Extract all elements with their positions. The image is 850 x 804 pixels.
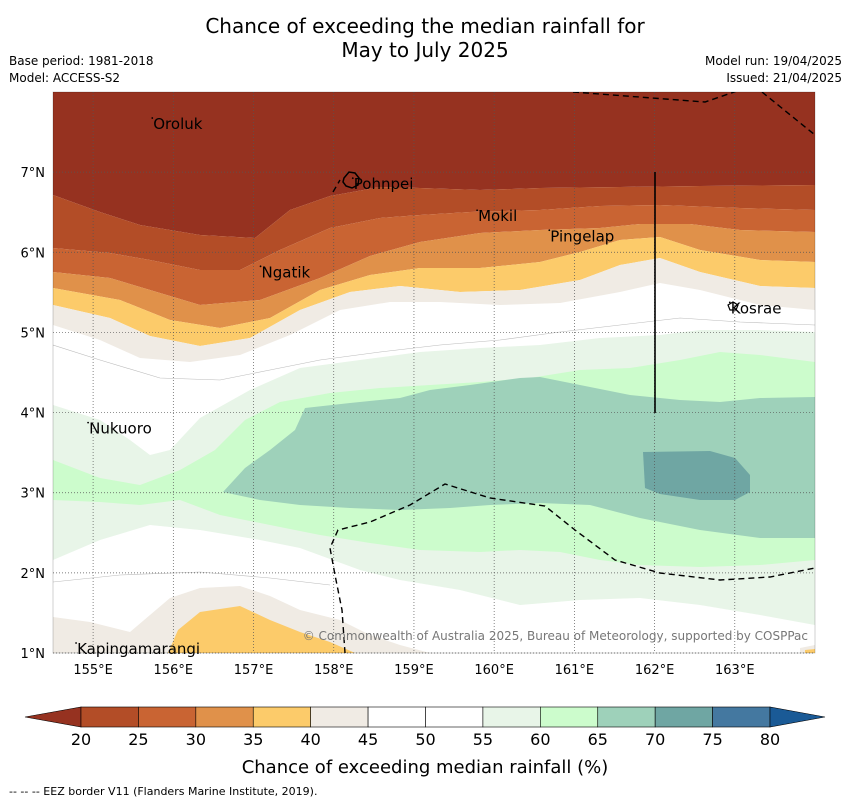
place-marker bbox=[351, 177, 354, 180]
x-tick-label: 163°E bbox=[715, 663, 755, 678]
colorbar-label: Chance of exceeding median rainfall (%) bbox=[242, 757, 609, 778]
colorbar-segment bbox=[597, 706, 656, 728]
place-label: Nukuoro bbox=[89, 420, 152, 438]
y-tick-label: 4°N bbox=[21, 407, 46, 422]
x-tick-label: 156°E bbox=[154, 663, 194, 678]
eez-border bbox=[329, 92, 815, 653]
band-70-75 bbox=[223, 377, 815, 538]
colorbar-extend-high bbox=[769, 706, 826, 728]
colorbar-segment bbox=[540, 706, 599, 728]
title-line-1: Chance of exceeding the median rainfall … bbox=[205, 14, 645, 38]
x-tick-label: 161°E bbox=[555, 663, 595, 678]
model-run: Model run: 19/04/2025 bbox=[704, 54, 842, 68]
pohnpei-island bbox=[342, 171, 360, 189]
x-tick-label: 157°E bbox=[234, 663, 274, 678]
title-line-2: May to July 2025 bbox=[341, 38, 509, 62]
colorbar-tick-label: 75 bbox=[702, 730, 722, 749]
model-name: Model: ACCESS-S2 bbox=[9, 71, 121, 85]
kosrae-island bbox=[727, 301, 739, 311]
place-label: Ngatik bbox=[262, 263, 311, 281]
x-axis-ticks: 155°E 156°E 157°E 158°E 159°E 160°E 161°E 162°E… bbox=[73, 663, 754, 678]
colorbar-tick-label: 65 bbox=[588, 730, 608, 749]
place-label: Kosrae bbox=[731, 299, 782, 317]
colorbar-segment bbox=[367, 706, 426, 728]
colorbar-segment bbox=[252, 706, 311, 728]
place-marker bbox=[151, 117, 154, 119]
colorbar-segment bbox=[195, 706, 254, 728]
x-tick-label: 160°E bbox=[474, 663, 514, 678]
colorbar-segment bbox=[80, 706, 139, 728]
colorbar-tick-label: 55 bbox=[473, 730, 493, 749]
band-45-50 bbox=[53, 258, 815, 362]
colorbar-tick-label: 70 bbox=[645, 730, 665, 749]
place-label: Oroluk bbox=[153, 115, 202, 133]
colorbar-tick-label: 30 bbox=[186, 730, 206, 749]
graticule bbox=[53, 92, 815, 654]
colorbar-extend-low bbox=[24, 706, 82, 728]
place-marker bbox=[476, 209, 479, 212]
contour-line-1 bbox=[53, 317, 815, 381]
place-label: Kapingamarangi bbox=[77, 640, 200, 658]
place-marker bbox=[728, 301, 731, 304]
band-20-25 bbox=[53, 92, 815, 238]
place-marker bbox=[75, 642, 77, 644]
contour-fill bbox=[53, 92, 815, 653]
band-75-80 bbox=[643, 451, 750, 500]
x-tick-label: 159°E bbox=[394, 663, 434, 678]
y-tick-label: 5°N bbox=[21, 326, 46, 341]
x-tick-label: 162°E bbox=[635, 663, 675, 678]
colorbar-segment bbox=[310, 706, 369, 728]
y-tick-label: 2°N bbox=[21, 567, 46, 582]
colorbar-segment bbox=[654, 706, 713, 728]
contour-lines bbox=[53, 317, 815, 586]
colorbar-segment bbox=[712, 706, 771, 728]
eez-footnote: -- -- -- EEZ border V11 (Flanders Marine… bbox=[9, 785, 318, 798]
colorbar: 20 25 30 35 40 45 50 55 60 65 70 75 80 bbox=[24, 706, 826, 749]
place-marker bbox=[87, 421, 89, 424]
eez-line-pohnpei bbox=[332, 179, 341, 193]
y-tick-label: 7°N bbox=[21, 166, 46, 181]
place-label: Pohnpei bbox=[354, 175, 414, 193]
x-tick-label: 155°E bbox=[73, 663, 113, 678]
y-axis-ticks: 1°N 2°N 3°N 4°N 5°N 6°N 7°N bbox=[21, 166, 46, 662]
place-label: Mokil bbox=[478, 207, 517, 225]
meta-right: Model run: 19/04/2025 Issued: 21/04/2025 bbox=[705, 53, 842, 87]
issued-date: Issued: 21/04/2025 bbox=[726, 71, 842, 85]
map-title: Chance of exceeding the median rainfall … bbox=[0, 14, 850, 62]
map-frame bbox=[52, 91, 816, 654]
colorbar-tick-label: 45 bbox=[358, 730, 378, 749]
colorbar-tick-label: 80 bbox=[760, 730, 780, 749]
contour-line-2 bbox=[53, 571, 331, 586]
place-marker bbox=[548, 229, 551, 232]
place-labels: Oroluk Pohnpei Mokil Pingelap Ngatik Kosrae Nu… bbox=[75, 115, 781, 658]
band-25-30 bbox=[53, 185, 815, 270]
meta-left: Base period: 1981-2018 Model: ACCESS-S2 bbox=[9, 53, 154, 87]
colorbar-tick-label: 20 bbox=[71, 730, 91, 749]
band-30-35 bbox=[53, 205, 815, 305]
x-tick-label: 158°E bbox=[314, 663, 354, 678]
eez-line-north bbox=[572, 92, 815, 136]
band-south-orange bbox=[168, 606, 355, 653]
colorbar-tick-label: 60 bbox=[530, 730, 550, 749]
base-period: Base period: 1981-2018 bbox=[9, 54, 154, 68]
place-label: Pingelap bbox=[550, 227, 614, 245]
colorbar-tick-label: 25 bbox=[128, 730, 148, 749]
colorbar-tick-label: 35 bbox=[243, 730, 263, 749]
y-tick-label: 1°N bbox=[21, 647, 46, 662]
colorbar-segment bbox=[425, 706, 484, 728]
y-tick-label: 3°N bbox=[21, 487, 46, 502]
band-south-orange-2 bbox=[805, 649, 815, 653]
copyright-text: © Commonwealth of Australia 2025, Bureau… bbox=[303, 629, 808, 643]
colorbar-segment bbox=[138, 706, 197, 728]
colorbar-tick-label: 40 bbox=[300, 730, 320, 749]
eez-line-south bbox=[329, 483, 815, 653]
y-tick-label: 6°N bbox=[21, 246, 46, 261]
colorbar-segment bbox=[482, 706, 541, 728]
colorbar-tick-label: 50 bbox=[415, 730, 435, 749]
band-35-40 bbox=[53, 224, 815, 328]
place-marker bbox=[259, 265, 262, 268]
